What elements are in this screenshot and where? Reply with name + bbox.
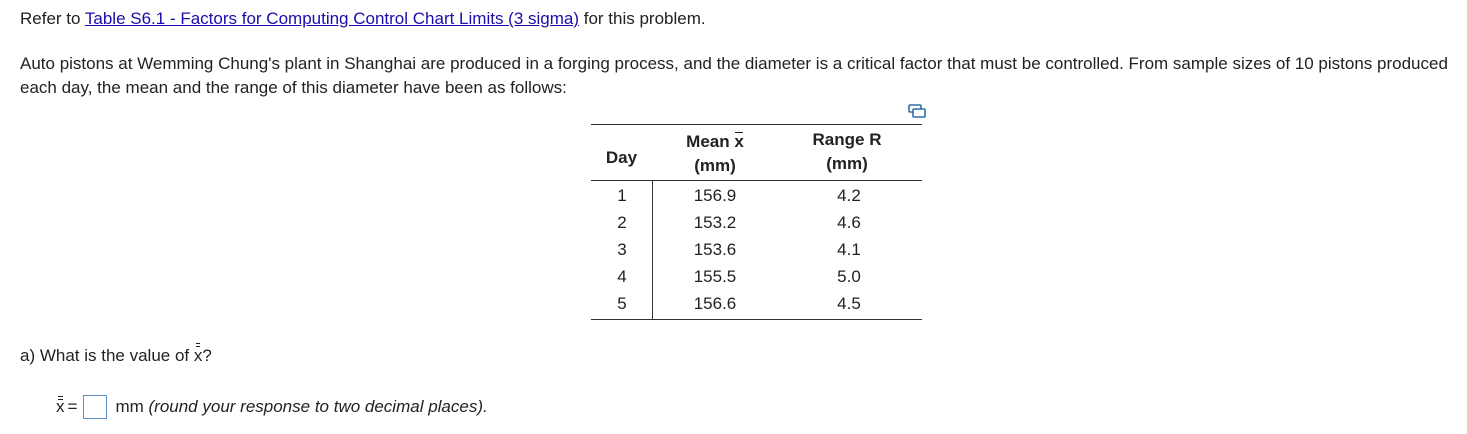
answer-input[interactable] <box>83 395 108 419</box>
question-a: a) What is the value of x? <box>20 343 212 368</box>
table-row: 4 155.5 5.0 <box>591 263 922 290</box>
cell-day: 1 <box>617 186 627 205</box>
x-bar-symbol: x <box>734 130 744 154</box>
cell-mean: 156.9 <box>693 186 737 205</box>
data-table: Day Mean x (mm) Range R (mm) 1 156.9 4.2… <box>591 124 922 320</box>
answer-symbol: x <box>56 396 65 416</box>
table-row: 1 156.9 4.2 <box>591 182 922 209</box>
answer-row: x = mm (round your response to two decim… <box>56 392 488 422</box>
question-prefix: a) What is the value of <box>20 346 194 365</box>
equals-sign: = <box>67 397 78 416</box>
answer-unit-hint: mm (round your response to two decimal p… <box>115 397 487 417</box>
cell-mean: 153.2 <box>693 213 737 232</box>
header-mean-unit: (mm) <box>694 156 736 175</box>
copy-table-icon[interactable] <box>908 104 926 118</box>
intro-prefix: Refer to <box>20 9 85 28</box>
intro-suffix: for this problem. <box>579 9 706 28</box>
cell-day: 3 <box>617 240 627 259</box>
header-day: Day <box>605 148 638 167</box>
table-row: 3 153.6 4.1 <box>591 236 922 263</box>
answer-hint: (round your response to two decimal plac… <box>148 397 488 416</box>
cell-mean: 155.5 <box>693 267 737 286</box>
header-range: Range R (mm) <box>791 128 903 176</box>
header-range-unit: (mm) <box>826 154 868 173</box>
table-row: 2 153.2 4.6 <box>591 209 922 236</box>
column-divider <box>652 181 653 319</box>
cell-range: 5.0 <box>837 267 861 286</box>
cell-range: 4.2 <box>837 186 861 205</box>
intro-line: Refer to Table S6.1 - Factors for Comput… <box>20 9 706 29</box>
cell-range: 4.1 <box>837 240 861 259</box>
cell-day: 5 <box>617 294 627 313</box>
cell-day: 2 <box>617 213 627 232</box>
header-range-label: Range R <box>812 130 882 149</box>
cell-day: 4 <box>617 267 627 286</box>
cell-range: 4.5 <box>837 294 861 313</box>
cell-mean: 153.6 <box>693 240 737 259</box>
answer-unit: mm <box>115 397 144 416</box>
x-double-bar-symbol: x <box>194 343 202 368</box>
cell-mean: 156.6 <box>693 294 737 313</box>
table-s6-1-link[interactable]: Table S6.1 - Factors for Computing Contr… <box>84 9 580 28</box>
header-mean-label: Mean <box>686 132 735 151</box>
question-suffix: ? <box>202 346 212 365</box>
problem-text: Auto pistons at Wemming Chung's plant in… <box>20 54 1448 97</box>
cell-range: 4.6 <box>837 213 861 232</box>
header-mean: Mean x (mm) <box>671 130 759 178</box>
header-divider <box>591 180 922 181</box>
table-row: 5 156.6 4.5 <box>591 290 922 317</box>
